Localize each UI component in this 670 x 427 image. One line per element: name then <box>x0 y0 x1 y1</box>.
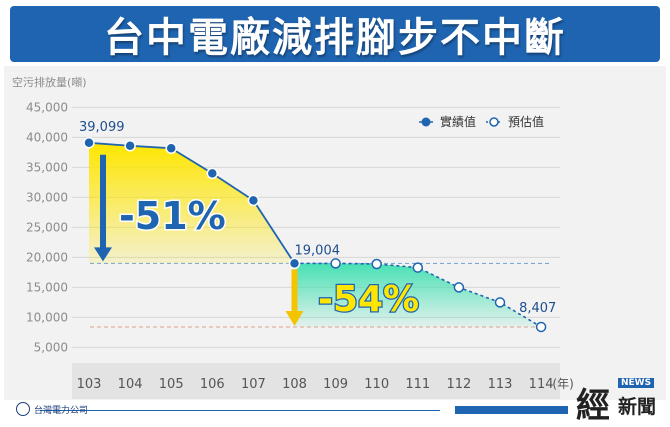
brand-main-char: 經 <box>576 386 610 426</box>
y-tick-label: 35,000 <box>26 160 68 174</box>
arrow-51-head <box>94 247 112 262</box>
x-tick-label: 107 <box>241 377 266 392</box>
data-point-actual <box>83 137 95 149</box>
y-tick-label: 20,000 <box>26 250 68 264</box>
chart-title: 台中電廠減排腳步不中斷 <box>104 15 566 61</box>
data-point-actual <box>165 142 177 154</box>
x-axis-unit: (年) <box>552 377 573 391</box>
company-logo: 台灣電力公司 <box>16 402 88 416</box>
y-tick-label: 10,000 <box>26 310 68 324</box>
legend-label-forecast: 預估值 <box>508 114 544 129</box>
data-point-forecast <box>535 321 547 333</box>
annotation-51: -51% <box>119 194 226 238</box>
brand-sub-text: 新聞 <box>618 396 657 418</box>
area-forecast <box>294 263 542 327</box>
x-tick-label: 106 <box>200 377 225 392</box>
x-tick-label: 114 <box>529 377 554 392</box>
x-tick-label: 110 <box>364 377 389 392</box>
data-point-actual <box>124 140 136 152</box>
annotation-54: -54% <box>318 279 419 320</box>
x-tick-label: 111 <box>405 377 430 392</box>
footer-accent-bar <box>455 406 568 414</box>
company-name: 台灣電力公司 <box>34 405 89 416</box>
footer-divider <box>40 410 440 411</box>
data-point-forecast <box>494 297 506 308</box>
legend-label-actual: 實績值 <box>440 114 476 129</box>
series-line-actual <box>88 141 296 264</box>
x-tick-label: 105 <box>159 377 184 392</box>
x-tick-label: 103 <box>77 377 102 392</box>
x-tick-label: 109 <box>323 377 348 392</box>
y-axis-label: 空污排放量(噸) <box>12 75 87 89</box>
data-point-forecast <box>371 258 382 270</box>
data-label-103: 39,099 <box>79 120 125 135</box>
y-tick-label: 45,000 <box>26 100 68 114</box>
y-tick-label: 15,000 <box>26 280 68 294</box>
area-actual <box>89 142 295 264</box>
data-point-forecast <box>330 258 341 269</box>
y-tick-label: 40,000 <box>26 130 68 144</box>
y-tick-label: 30,000 <box>26 190 68 204</box>
x-tick-label: 112 <box>446 377 471 392</box>
data-point-actual <box>288 257 301 270</box>
title-banner: 台中電廠減排腳步不中斷 <box>10 6 660 62</box>
arrow-54-head <box>285 310 304 326</box>
x-tick-label: 113 <box>488 377 513 392</box>
x-tick-label: 104 <box>118 377 143 392</box>
data-label-114: 8,407 <box>519 301 556 316</box>
x-axis-band <box>72 363 560 399</box>
data-point-forecast <box>412 262 424 273</box>
y-tick-label: 5,000 <box>34 340 68 354</box>
brand-news-badge: NEWS <box>618 378 655 388</box>
data-point-actual <box>206 167 219 180</box>
taipower-seal-icon <box>16 402 30 416</box>
brand-logo: 經 NEWS 新聞 <box>576 376 666 426</box>
data-point-actual <box>247 194 260 207</box>
x-tick-label: 108 <box>282 377 307 392</box>
data-point-forecast <box>453 282 465 293</box>
y-tick-label: 25,000 <box>26 220 68 234</box>
data-label-108: 19,004 <box>295 243 341 258</box>
legend-marker-forecast <box>489 117 499 127</box>
